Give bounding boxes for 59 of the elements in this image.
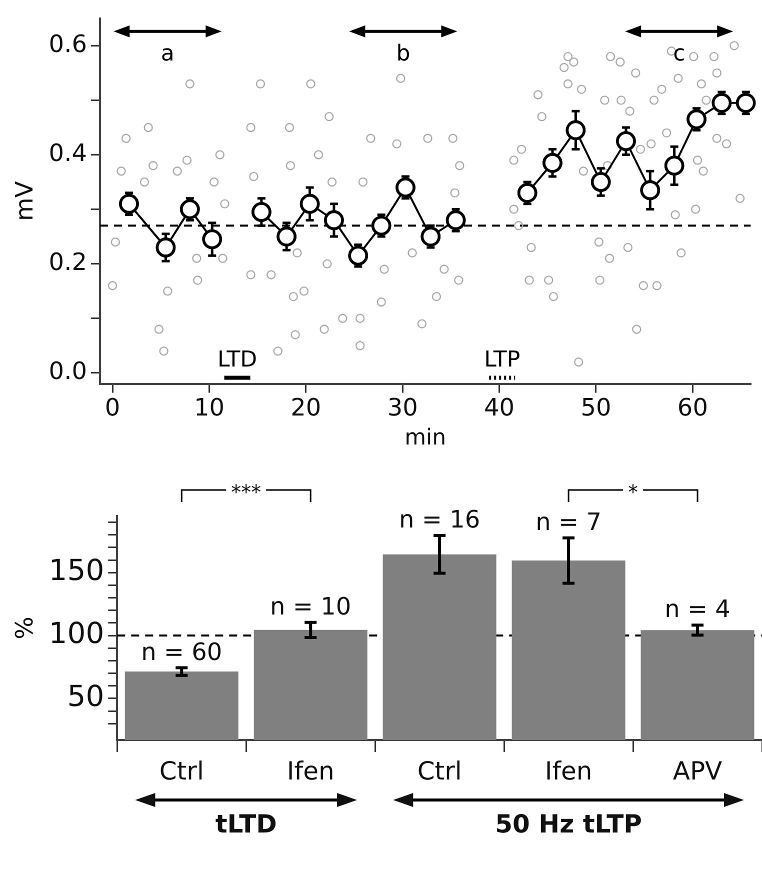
- x-tick-label: 30: [387, 393, 418, 422]
- point: [202, 229, 222, 250]
- point: [156, 238, 176, 258]
- y-axis-title: %: [10, 616, 39, 640]
- y-tick-label: 0.2: [48, 248, 87, 276]
- point: [712, 93, 732, 113]
- x-tick-label: 20: [290, 393, 322, 422]
- annotation: c: [673, 42, 686, 67]
- point: [396, 178, 416, 198]
- point: [542, 153, 562, 173]
- x-tick-label: 40: [484, 393, 515, 422]
- y-tick-label: 100: [48, 616, 104, 650]
- point: [180, 199, 200, 220]
- y-tick-label: 150: [48, 553, 104, 588]
- annotation: n = 4: [664, 595, 730, 624]
- y-tick-label: 0.4: [48, 138, 87, 167]
- annotation: a: [160, 42, 174, 67]
- annotation: n = 7: [536, 508, 602, 536]
- y-tick-label: 50: [67, 679, 104, 714]
- x-tick-label: 0: [104, 393, 120, 422]
- point: [371, 216, 392, 236]
- x-axis-title: min: [404, 426, 446, 451]
- x-tick-label: APV: [672, 756, 722, 786]
- x-tick-label: Ifen: [286, 756, 334, 786]
- point: [348, 246, 368, 266]
- y-tick-label: 0.6: [48, 30, 87, 58]
- annotation: n = 60: [141, 638, 222, 666]
- annotation: b: [396, 42, 410, 67]
- point: [119, 194, 139, 214]
- point: [686, 109, 706, 130]
- point: [276, 226, 296, 246]
- point: [252, 202, 272, 222]
- x-tick-label: 10: [194, 393, 225, 422]
- point: [736, 93, 756, 113]
- point: [517, 183, 538, 203]
- text: ***: [231, 480, 262, 504]
- point: [420, 226, 441, 246]
- annotation: n = 16: [399, 506, 480, 534]
- point: [616, 131, 636, 152]
- x-tick-label: 60: [677, 393, 708, 422]
- x-tick-label: 50: [580, 393, 612, 422]
- y-tick-label: 0.0: [48, 357, 87, 386]
- point: [324, 210, 344, 230]
- point: [590, 172, 611, 192]
- text: *: [628, 480, 638, 504]
- point: [446, 210, 466, 230]
- x-tick-label: Ctrl: [417, 756, 462, 786]
- point: [664, 156, 684, 176]
- point: [640, 180, 660, 200]
- x-tick-label: Ctrl: [159, 756, 204, 786]
- text: tLTD: [215, 810, 277, 838]
- x-tick-label: Ifen: [544, 756, 592, 786]
- point: [566, 120, 586, 140]
- point: [300, 194, 320, 214]
- y-axis-title: mV: [10, 180, 39, 221]
- text: 50 Hz tLTP: [495, 810, 642, 838]
- annotation: LTD: [217, 348, 258, 372]
- annotation: n = 10: [270, 592, 352, 620]
- annotation: LTP: [484, 348, 520, 372]
